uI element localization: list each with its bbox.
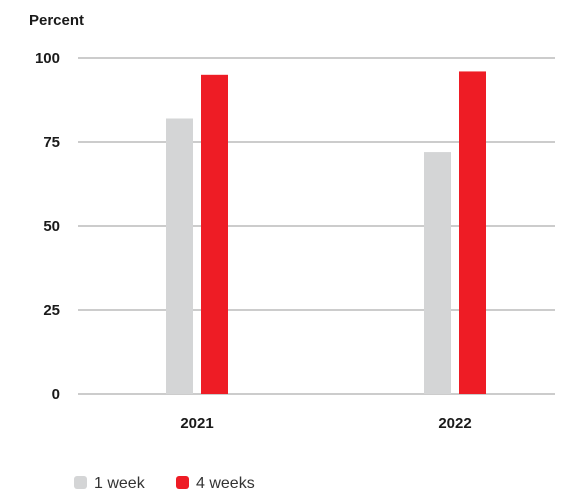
y-tick-100: 100	[35, 50, 60, 67]
y-tick-labels: 0 25 50 75 100	[35, 50, 60, 403]
legend-swatch-4-weeks	[176, 476, 189, 489]
bar-2022-1-week	[424, 152, 451, 394]
bars	[166, 71, 486, 395]
legend: 1 week 4 weeks	[74, 475, 255, 492]
bar-2021-1-week	[166, 118, 193, 394]
bar-2021-4-weeks	[201, 74, 228, 395]
x-tick-2021: 2021	[180, 415, 213, 432]
x-tick-labels: 2021 2022	[180, 415, 471, 432]
legend-swatch-1-week	[74, 476, 87, 489]
y-tick-0: 0	[52, 386, 60, 403]
legend-label-1-week: 1 week	[94, 475, 146, 492]
y-tick-50: 50	[43, 218, 60, 235]
legend-label-4-weeks: 4 weeks	[196, 475, 255, 492]
y-axis-label: Percent	[29, 12, 84, 29]
y-tick-25: 25	[43, 302, 60, 319]
bar-2022-4-weeks	[459, 71, 486, 394]
y-tick-75: 75	[43, 134, 60, 151]
x-tick-2022: 2022	[438, 415, 471, 432]
